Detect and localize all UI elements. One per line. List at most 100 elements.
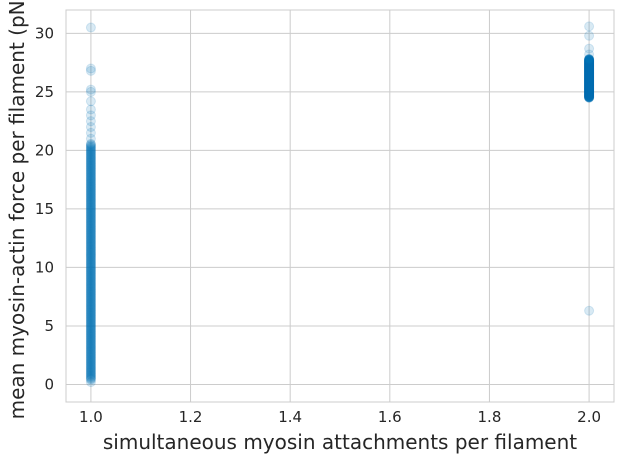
scatter-point — [85, 142, 96, 153]
scatter-point — [85, 158, 96, 169]
scatter-point — [85, 310, 96, 321]
scatter-point — [85, 214, 96, 225]
scatter-point — [85, 363, 96, 374]
scatter-point — [85, 263, 96, 274]
scatter-point — [85, 195, 96, 206]
scatter-point — [584, 79, 595, 90]
scatter-point — [85, 231, 96, 242]
scatter-point — [584, 71, 595, 82]
scatter-point — [85, 110, 96, 121]
scatter-point — [85, 335, 96, 346]
scatter-point — [584, 61, 595, 72]
scatter-point — [584, 84, 595, 95]
scatter-point — [85, 285, 96, 296]
scatter-point — [85, 296, 96, 307]
scatter-point — [85, 350, 96, 361]
scatter-point — [584, 73, 595, 84]
scatter-point — [584, 67, 595, 78]
scatter-point — [85, 172, 96, 183]
scatter-point — [85, 368, 96, 379]
scatter-point — [584, 70, 595, 81]
scatter-point — [85, 355, 96, 366]
scatter-point — [584, 82, 595, 93]
scatter-point — [85, 188, 96, 199]
scatter-point — [584, 57, 595, 68]
scatter-point — [584, 66, 595, 77]
scatter-point — [85, 219, 96, 230]
scatter-point — [584, 71, 595, 82]
scatter-point — [584, 89, 595, 100]
scatter-point — [584, 80, 595, 91]
scatter-point — [85, 165, 96, 176]
scatter-point — [85, 185, 96, 196]
scatter-point — [584, 63, 595, 74]
scatter-point — [584, 55, 595, 66]
scatter-point — [584, 64, 595, 75]
scatter-point — [85, 138, 96, 149]
scatter-point — [85, 273, 96, 284]
scatter-point — [584, 74, 595, 85]
scatter-point — [85, 148, 96, 159]
scatter-point — [584, 88, 595, 99]
scatter-point — [584, 90, 595, 101]
scatter-point — [85, 342, 96, 353]
scatter-point — [85, 178, 96, 189]
scatter-point — [85, 282, 96, 293]
scatter-point — [85, 252, 96, 263]
scatter-point — [85, 284, 96, 295]
scatter-point — [584, 81, 595, 92]
scatter-point — [85, 202, 96, 213]
scatter-point — [584, 87, 595, 98]
scatter-point — [85, 265, 96, 276]
scatter-point — [584, 83, 595, 94]
scatter-point — [85, 149, 96, 160]
scatter-point — [584, 88, 595, 99]
scatter-point — [584, 62, 595, 73]
scatter-point — [85, 279, 96, 290]
scatter-point — [85, 342, 96, 353]
scatter-point — [85, 304, 96, 315]
scatter-point — [584, 90, 595, 101]
y-grid-lines — [66, 32, 614, 385]
scatter-point — [85, 163, 96, 174]
scatter-point — [85, 205, 96, 216]
scatter-point — [85, 313, 96, 324]
scatter-point — [584, 62, 595, 73]
scatter-point — [85, 191, 96, 202]
scatter-point — [584, 76, 595, 87]
scatter-point — [85, 220, 96, 231]
scatter-point — [584, 83, 595, 94]
scatter-point — [85, 267, 96, 278]
x-tick-label: 1.0 — [79, 408, 103, 426]
scatter-point — [85, 250, 96, 261]
scatter-point — [85, 281, 96, 292]
scatter-point — [85, 237, 96, 248]
scatter-point — [584, 76, 595, 87]
scatter-point — [85, 240, 96, 251]
scatter-point — [584, 30, 595, 41]
scatter-point — [584, 69, 595, 80]
scatter-point — [584, 58, 595, 69]
scatter-point — [85, 320, 96, 331]
scatter-point — [85, 225, 96, 236]
scatter-point — [85, 139, 96, 150]
scatter-point — [584, 21, 595, 32]
scatter-point — [584, 74, 595, 85]
scatter-point — [85, 156, 96, 167]
scatter-point — [584, 79, 595, 90]
scatter-point — [584, 67, 595, 78]
scatter-point — [85, 204, 96, 215]
scatter-point — [584, 75, 595, 86]
scatter-point — [584, 61, 595, 72]
scatter-point — [584, 61, 595, 72]
scatter-point — [584, 61, 595, 72]
scatter-point — [584, 56, 595, 67]
scatter-point — [584, 84, 595, 95]
scatter-point — [584, 78, 595, 89]
scatter-point — [85, 331, 96, 342]
scatter-point — [85, 122, 96, 133]
scatter-point — [584, 84, 595, 95]
y-tick-label: 20 — [35, 141, 54, 159]
scatter-point — [85, 292, 96, 303]
